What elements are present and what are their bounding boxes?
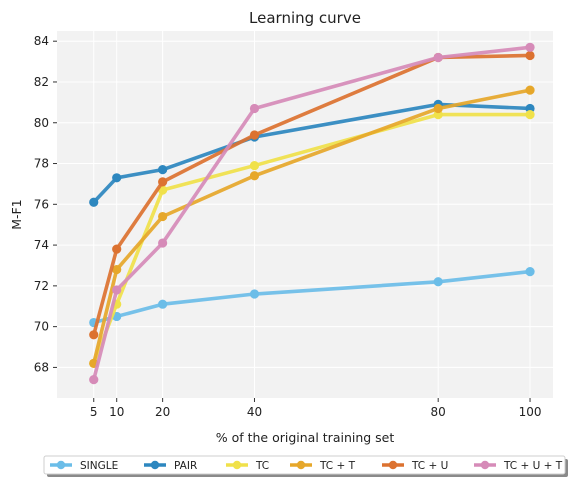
data-point <box>158 238 168 248</box>
y-tick-label: 80 <box>34 116 49 130</box>
legend-label: TC + T <box>319 460 356 472</box>
legend-item: PAIR <box>144 460 197 472</box>
legend-item: TC <box>226 460 269 472</box>
legend: SINGLE PAIR TC TC + T TC + U TC + U + T <box>43 455 568 477</box>
y-tick-label: 82 <box>34 75 49 89</box>
data-point <box>158 211 168 222</box>
legend-label: TC <box>255 460 269 472</box>
x-tick-label: 5 <box>90 405 98 419</box>
y-tick-label: 78 <box>34 157 49 171</box>
data-point <box>112 173 122 183</box>
legend-swatch-marker <box>232 460 242 470</box>
legend-label: SINGLE <box>80 460 118 472</box>
data-point <box>158 299 168 309</box>
x-tick-label: 20 <box>155 405 170 419</box>
data-point <box>249 160 260 171</box>
data-point <box>525 85 535 95</box>
data-point <box>525 42 535 52</box>
plot-area <box>57 31 553 398</box>
data-point <box>249 171 260 181</box>
legend-item: TC + T <box>290 460 356 472</box>
x-tick-label: 40 <box>247 405 262 419</box>
series-line <box>91 88 532 366</box>
data-point <box>158 165 168 175</box>
legend-item: TC + U <box>382 460 448 472</box>
legend-swatch-marker <box>296 460 306 470</box>
data-point <box>89 375 99 385</box>
series-tc-u-t <box>89 42 535 385</box>
data-point <box>112 244 122 254</box>
y-tick-label: 74 <box>34 238 49 252</box>
data-point <box>249 103 260 114</box>
x-ticks: 5 10 20 40 80 100 <box>90 398 542 419</box>
legend-swatch-marker <box>150 460 160 470</box>
data-point <box>89 330 99 340</box>
data-point <box>433 277 443 287</box>
legend-label: TC + U <box>411 460 448 472</box>
y-axis-title: M-F1 <box>9 199 24 229</box>
y-ticks: 68 70 72 74 76 78 80 82 84 <box>34 34 57 374</box>
legend-item: SINGLE <box>50 460 118 472</box>
data-point <box>158 177 168 187</box>
data-point <box>112 264 122 275</box>
data-point <box>433 52 443 63</box>
y-tick-label: 68 <box>34 360 49 374</box>
series-line <box>91 45 532 382</box>
data-point <box>525 50 535 61</box>
legend-swatch-marker <box>480 460 490 470</box>
y-tick-label: 84 <box>34 34 49 48</box>
x-tick-label: 10 <box>109 405 124 419</box>
data-point <box>525 266 535 277</box>
legend-label: TC + U + T <box>503 460 563 472</box>
data-point <box>89 197 99 207</box>
chart-title: Learning curve <box>249 9 361 27</box>
y-tick-label: 72 <box>34 279 49 293</box>
data-point <box>249 289 260 299</box>
data-point <box>433 103 443 114</box>
x-tick-label: 80 <box>431 405 446 419</box>
data-point <box>525 109 535 120</box>
y-tick-label: 70 <box>34 320 49 334</box>
x-tick-label: 100 <box>519 405 542 419</box>
data-point <box>249 130 260 140</box>
series-layer <box>89 42 535 385</box>
legend-label: PAIR <box>174 460 197 472</box>
legend-swatch-marker <box>388 460 398 470</box>
y-tick-label: 76 <box>34 197 49 211</box>
legend-item: TC + U + T <box>474 460 563 472</box>
data-point <box>112 285 122 295</box>
legend-swatch-marker <box>56 460 66 470</box>
x-axis-title: % of the original training set <box>216 430 395 445</box>
